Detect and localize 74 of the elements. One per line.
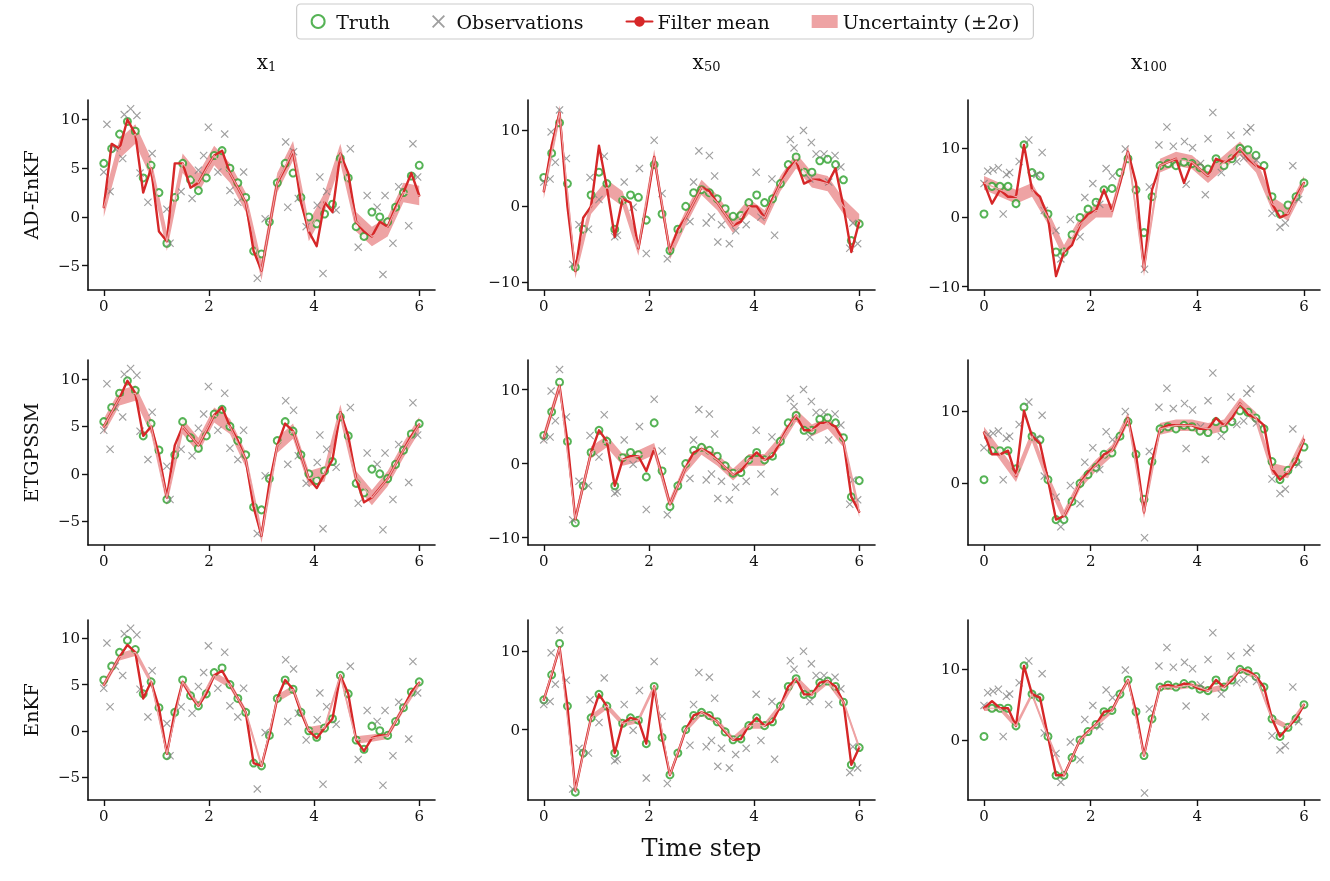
legend-label: Truth xyxy=(336,10,390,33)
x-tick-label: 0 xyxy=(979,806,989,825)
chart-title: x50 xyxy=(692,49,721,74)
y-tick-label: 10 xyxy=(940,139,960,158)
x-tick-label: 4 xyxy=(749,296,759,315)
y-tick-label: 10 xyxy=(60,369,80,388)
x-tick-label: 0 xyxy=(99,551,109,570)
x-tick-label: 4 xyxy=(749,551,759,570)
x-tick-label: 2 xyxy=(204,806,214,825)
y-tick-label: −10 xyxy=(488,528,520,547)
y-axis-title: EnKF xyxy=(19,683,42,737)
x-tick-label: 6 xyxy=(854,296,864,315)
x-tick-label: 6 xyxy=(414,551,424,570)
x-tick-label: 2 xyxy=(1085,551,1096,570)
x-tick-label: 4 xyxy=(1192,296,1203,315)
y-tick-label: 10 xyxy=(500,642,520,661)
y-tick-label: 0 xyxy=(510,197,520,216)
y-tick-label: 5 xyxy=(70,159,80,178)
x-tick-label: 4 xyxy=(1192,806,1203,825)
x-tick-label: 4 xyxy=(309,296,319,315)
y-tick-label: 5 xyxy=(70,675,80,694)
y-axis-title: AD-EnKF xyxy=(19,150,42,241)
x-tick-label: 2 xyxy=(644,551,654,570)
y-tick-label: 0 xyxy=(950,731,960,749)
y-tick-label: 10 xyxy=(60,110,80,129)
y-tick-label: −5 xyxy=(57,512,80,531)
legend-label: Uncertainty (±2σ) xyxy=(842,10,1020,33)
y-tick-label: 0 xyxy=(510,454,520,473)
y-tick-label: 10 xyxy=(60,629,80,648)
y-tick-label: 0 xyxy=(950,208,960,227)
x-tick-label: 0 xyxy=(539,296,549,315)
x-tick-label: 2 xyxy=(644,296,654,315)
y-tick-label: 0 xyxy=(70,207,80,226)
x-tick-label: 4 xyxy=(309,806,319,825)
x-tick-label: 6 xyxy=(854,551,864,570)
x-tick-label: 6 xyxy=(1299,806,1309,825)
x-tick-label: 0 xyxy=(979,296,989,315)
x-tick-label: 0 xyxy=(99,296,109,315)
y-tick-label: −5 xyxy=(57,767,80,786)
y-tick-label: 0 xyxy=(70,721,80,740)
x-tick-label: 0 xyxy=(979,551,989,570)
x-tick-label: 0 xyxy=(539,551,549,570)
x-tick-label: 6 xyxy=(414,806,424,825)
y-tick-label: 0 xyxy=(510,720,520,739)
y-tick-label: 0 xyxy=(950,474,960,493)
x-tick-label: 6 xyxy=(414,296,424,315)
x-tick-label: 6 xyxy=(854,806,864,825)
y-tick-label: −5 xyxy=(57,256,80,275)
legend-label: Observations xyxy=(456,10,584,33)
x-tick-label: 4 xyxy=(309,551,319,570)
chart-title: x1 xyxy=(256,49,277,74)
x-tick-label: 0 xyxy=(539,806,549,825)
x-tick-label: 4 xyxy=(1192,551,1203,570)
y-tick-label: −10 xyxy=(488,273,520,292)
x-axis-title: Time step xyxy=(641,834,762,862)
x-tick-label: 6 xyxy=(1299,296,1309,315)
y-axis-title: ETGPSSM xyxy=(19,402,42,503)
y-tick-label: 5 xyxy=(70,417,80,436)
x-tick-label: 2 xyxy=(1085,806,1096,825)
x-tick-label: 2 xyxy=(644,806,654,825)
y-tick-label: 10 xyxy=(500,121,520,140)
x-tick-label: 2 xyxy=(204,296,214,315)
x-tick-label: 2 xyxy=(1085,296,1096,315)
x-tick-label: 2 xyxy=(204,551,214,570)
y-tick-label: −10 xyxy=(928,277,960,296)
x-tick-label: 4 xyxy=(749,806,759,825)
y-tick-label: 10 xyxy=(500,380,520,399)
x-tick-label: 6 xyxy=(1299,551,1309,570)
legend-label: Filter mean xyxy=(657,10,770,33)
y-tick-label: 10 xyxy=(940,401,960,420)
y-tick-label: 10 xyxy=(940,660,960,679)
chart-title: x100 xyxy=(1130,49,1168,74)
x-tick-label: 0 xyxy=(99,806,109,825)
y-tick-label: 0 xyxy=(70,464,80,483)
